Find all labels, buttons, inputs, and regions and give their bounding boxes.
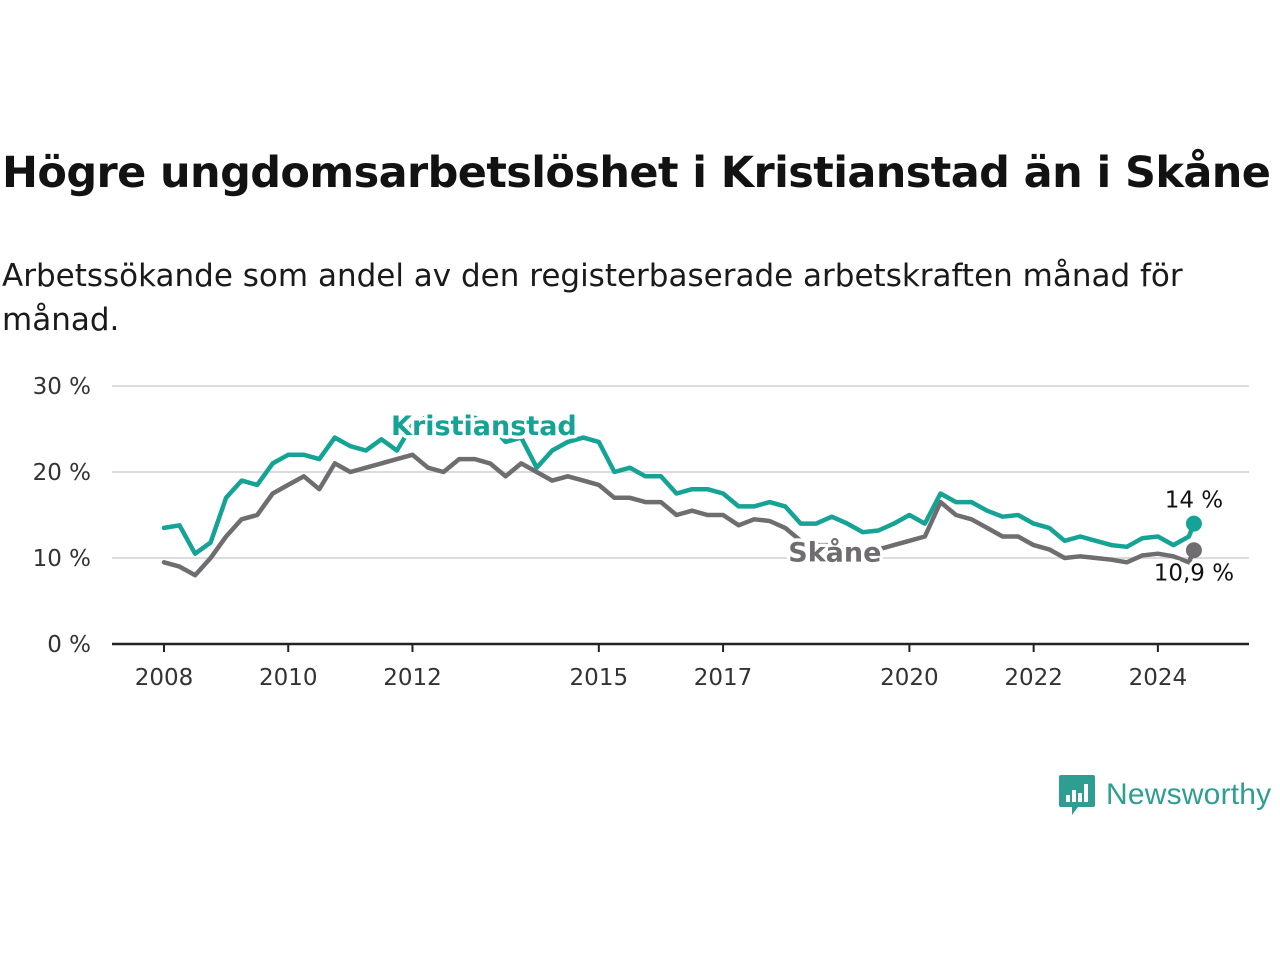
x-axis: 2008 2010 2012 2015 2017 2020 2022 2024: [112, 642, 1249, 691]
series-label-kristianstad: Kristianstad: [391, 411, 577, 442]
series-line-kristianstad: [161, 413, 1197, 556]
chart-title: Högre ungdomsarbetslöshet i Kristianstad…: [2, 148, 1271, 198]
gridlines: [112, 385, 1249, 559]
series-lines: [161, 413, 1202, 578]
series-label-skane: Skåne: [788, 536, 881, 568]
newsworthy-logo: Newsworthy: [1058, 773, 1271, 817]
newsworthy-logo-icon: [1059, 775, 1095, 815]
end-point-skåne: [1185, 542, 1202, 559]
y-tick-label: 0 %: [47, 632, 91, 658]
series-line-skåne: [161, 452, 1197, 578]
x-tick-label: 2012: [383, 665, 442, 691]
x-tick-label: 2020: [880, 665, 939, 691]
line-chart: 0 % 10 % 20 % 30 % 2008 2010 2012 2015 2017 2020…: [33, 374, 1249, 691]
x-tick-label: 2010: [259, 665, 318, 691]
x-tick-label: 2015: [570, 665, 629, 691]
end-value-label-kristianstad: 14 %: [1165, 488, 1223, 514]
y-tick-label: 30 %: [33, 374, 91, 400]
y-axis-tick-labels: 0 % 10 % 20 % 30 %: [33, 374, 91, 658]
y-tick-label: 10 %: [33, 546, 91, 572]
x-tick-label: 2022: [1004, 665, 1063, 691]
x-tick-label: 2017: [694, 665, 753, 691]
end-value-label-skane: 10,9 %: [1154, 560, 1234, 586]
y-tick-label: 20 %: [33, 460, 91, 486]
newsworthy-logo-text: Newsworthy: [1106, 778, 1272, 811]
series-labels: Kristianstad Skåne 14 % 10,9 %: [388, 407, 1238, 589]
x-tick-label: 2008: [135, 665, 194, 691]
x-tick-label: 2024: [1129, 665, 1188, 691]
chart-subtitle: Arbetssökande som andel av den registerb…: [2, 258, 1183, 338]
end-point-kristianstad: [1185, 515, 1202, 532]
